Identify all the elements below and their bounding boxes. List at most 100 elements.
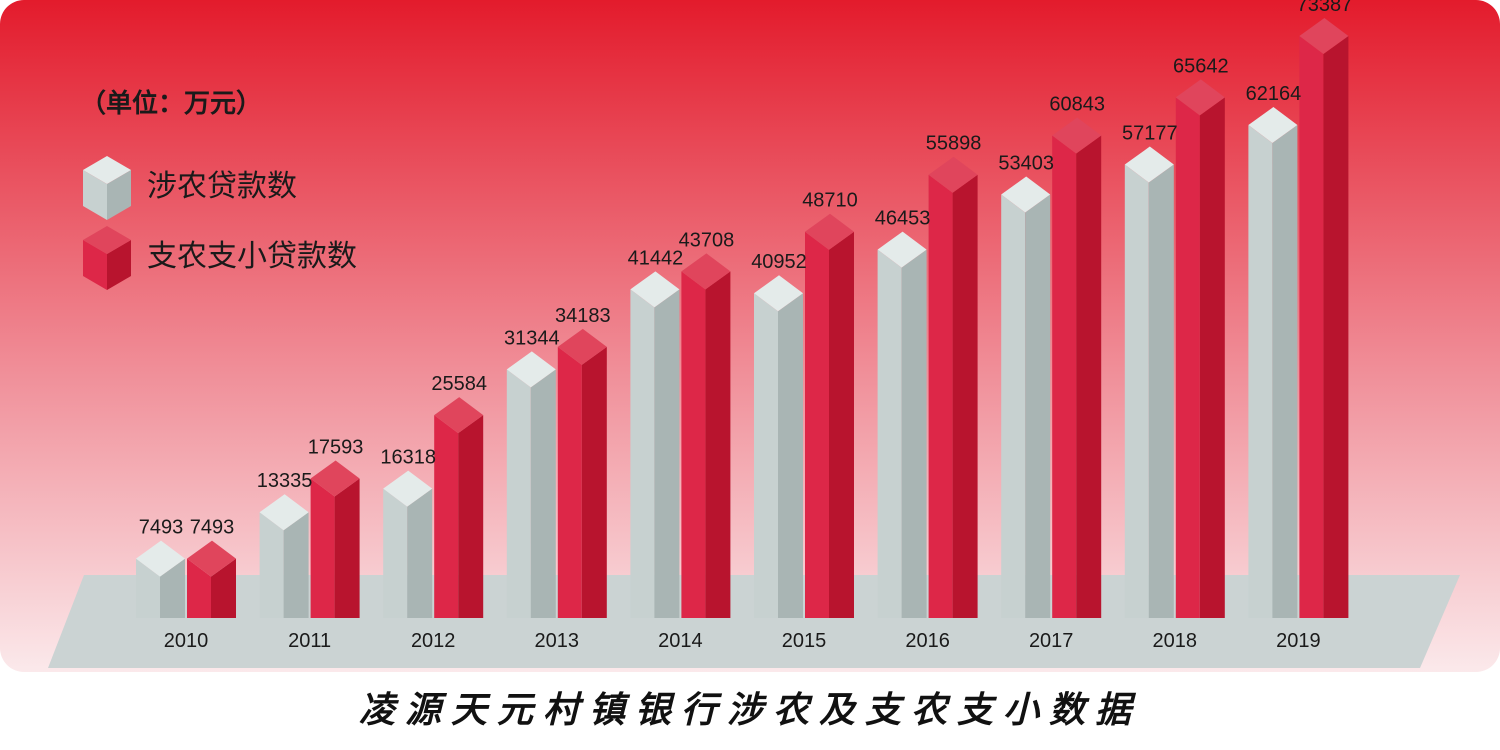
bar-2017-series-0-front <box>1001 194 1026 618</box>
x-tick-2014: 2014 <box>658 630 703 652</box>
legend-swatch-series-1 <box>83 226 131 290</box>
legend-cube-series-0-side <box>107 170 131 220</box>
bar-2015-series-0 <box>754 275 803 618</box>
bar-2010-series-0 <box>136 540 185 618</box>
bar-2015-series-0-side <box>778 293 803 618</box>
bar-2012-series-0 <box>383 470 433 618</box>
bar-2018-series-1-top <box>1175 79 1225 116</box>
data-label-2012-series-1: 25584 <box>431 373 487 395</box>
bar-2018-series-1-side <box>1199 97 1225 619</box>
data-label-2015-series-1: 48710 <box>802 190 858 212</box>
bar-2011-series-1-front <box>310 478 335 618</box>
x-tick-2010: 2010 <box>164 630 209 652</box>
bar-2011-series-1-top <box>310 460 360 497</box>
data-label-2010-series-0: 7493 <box>139 517 184 539</box>
data-label-2010-series-1: 7493 <box>190 517 235 539</box>
bar-2018-series-0-front <box>1124 164 1149 618</box>
bar-2011-series-0-top <box>259 494 309 531</box>
bar-2013-series-0-side <box>530 369 556 618</box>
data-label-2017-series-1: 60843 <box>1049 93 1105 115</box>
bar-2017-series-1-top <box>1052 117 1102 154</box>
bar-2014-series-0-top <box>630 271 680 308</box>
bar-2013-series-1-top <box>557 328 607 365</box>
bar-2010-series-1 <box>187 540 236 618</box>
legend-cube-series-1-front <box>83 240 107 290</box>
bar-2014-series-1-side <box>705 271 731 618</box>
bar-2014-series-0-side <box>654 289 680 618</box>
bar-2011-series-1 <box>310 460 360 618</box>
bar-2016-series-0-front <box>877 249 902 619</box>
bar-2012-series-0-top <box>383 470 433 507</box>
bar-2018-series-1-front <box>1175 97 1200 619</box>
bar-2014-series-1-front <box>681 271 706 618</box>
data-label-2018-series-0: 57177 <box>1122 123 1178 145</box>
x-tick-2019: 2019 <box>1276 630 1321 652</box>
bar-2011-series-0-front <box>259 512 284 618</box>
x-tick-2012: 2012 <box>411 630 456 652</box>
data-label-2012-series-0: 16318 <box>380 447 436 469</box>
bar-2012-series-0-side <box>407 488 433 618</box>
bar-2018-series-0-top <box>1124 146 1174 183</box>
data-label-2014-series-1: 43708 <box>679 229 735 251</box>
x-tick-2015: 2015 <box>782 630 827 652</box>
bar-2016-series-0-side <box>901 249 927 619</box>
bar-2017-series-1 <box>1052 117 1102 618</box>
bar-2015-series-0-front <box>754 293 778 618</box>
bar-2014-series-1 <box>681 253 731 618</box>
bar-2018-series-0 <box>1124 146 1174 618</box>
bar-2011-series-0-side <box>283 512 309 618</box>
bar-2016-series-1-front <box>928 174 953 618</box>
data-label-2011-series-0: 13335 <box>257 470 313 492</box>
bar-2010-series-0-top <box>136 540 185 577</box>
bar-2012-series-1-front <box>434 415 459 618</box>
bar-2011-series-0 <box>259 494 309 618</box>
data-label-2018-series-1: 65642 <box>1173 55 1229 77</box>
bar-2018-series-1 <box>1175 79 1225 619</box>
bar-2012-series-1 <box>434 397 484 618</box>
legend-swatch-series-0 <box>83 156 131 220</box>
data-label-2019-series-0: 62164 <box>1246 83 1302 105</box>
bar-2012-series-1-side <box>458 415 484 618</box>
bar-2013-series-1-side <box>581 346 607 618</box>
data-label-2013-series-1: 34183 <box>555 305 611 327</box>
bar-2017-series-0-side <box>1025 194 1051 618</box>
bar-2013-series-1 <box>557 328 607 618</box>
bar-2013-series-0 <box>506 351 556 618</box>
bar-2010-series-1-front <box>187 558 211 618</box>
data-label-2011-series-1: 17593 <box>308 436 364 458</box>
x-axis-labels: 2010 2011 2012 2013 2014 2015 2016 2017 2018 2019 <box>164 630 1321 652</box>
bar-2011-series-1-side <box>334 478 360 618</box>
legend-cube-series-1-side <box>107 240 131 290</box>
data-label-2016-series-0: 46453 <box>875 208 931 230</box>
bar-2017-series-1-front <box>1052 135 1077 618</box>
bar-2010-series-1-top <box>187 540 236 577</box>
bar-2016-series-0 <box>877 231 927 619</box>
bar-2015-series-0-top <box>754 275 803 312</box>
x-tick-2011: 2011 <box>288 630 331 652</box>
legend-cube-series-0-front <box>83 170 107 220</box>
legend-cube-series-0-top <box>83 156 131 184</box>
bar-2016-series-1 <box>928 156 978 618</box>
bar-2016-series-1-side <box>952 174 978 618</box>
bar-2016-series-0-top <box>877 231 927 268</box>
bar-2015-series-1 <box>805 213 854 618</box>
bar-2012-series-0-front <box>383 488 408 618</box>
bar-2019-series-0-side <box>1272 125 1298 619</box>
data-label-2014-series-0: 41442 <box>628 247 684 269</box>
legend-cube-series-1-top <box>83 226 131 254</box>
data-label-2016-series-1: 55898 <box>926 133 982 155</box>
bar-2019-series-1-top <box>1299 18 1349 54</box>
bar-2019-series-0-front <box>1248 125 1273 619</box>
bar-2019-series-1 <box>1299 18 1349 618</box>
bar-2015-series-1-top <box>805 213 854 250</box>
x-tick-2017: 2017 <box>1029 630 1074 652</box>
bar-2019-series-1-front <box>1299 36 1324 618</box>
legend-label-series-0: 涉农贷款数 <box>147 169 297 204</box>
chart-title: 凌源天元村镇银行涉农及支农支小数据 <box>359 689 1141 731</box>
bar-2013-series-0-top <box>506 351 556 388</box>
bar-2013-series-0-front <box>506 369 531 618</box>
bar-2014-series-0 <box>630 271 680 618</box>
